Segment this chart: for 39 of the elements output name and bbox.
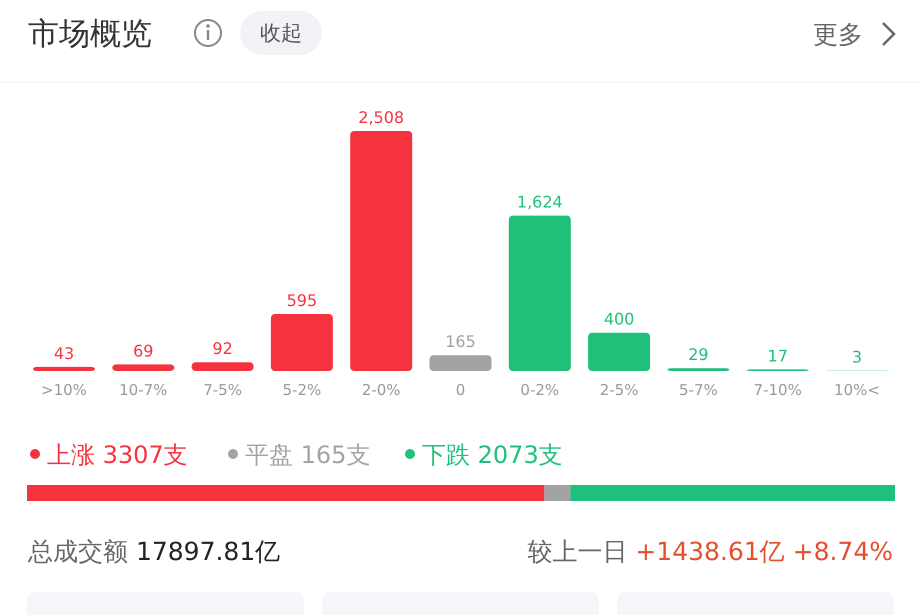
data-label: 400 bbox=[604, 310, 634, 329]
data-label: 69 bbox=[133, 341, 154, 360]
data-label: 29 bbox=[688, 345, 709, 364]
data-label: 92 bbox=[212, 339, 233, 358]
data-label: 595 bbox=[286, 291, 318, 310]
bar bbox=[270, 314, 333, 371]
bar bbox=[588, 332, 650, 371]
data-label: 43 bbox=[54, 344, 74, 363]
x-tick-label: >10% bbox=[41, 381, 87, 399]
chart-title: 市场概览 bbox=[28, 16, 152, 52]
legend-label: 下跌 2073支 bbox=[422, 441, 563, 469]
x-tick-label: 10%< bbox=[834, 381, 880, 399]
x-tick-label: 2-5% bbox=[600, 381, 638, 399]
data-label: 165 bbox=[445, 332, 476, 352]
x-tick-label: 0-2% bbox=[520, 381, 560, 399]
bar bbox=[192, 362, 254, 371]
text: 更多 bbox=[813, 20, 863, 49]
x-tick-label: 10-7% bbox=[119, 381, 168, 399]
data-label: 2,508 bbox=[358, 108, 404, 127]
data-label: 1,624 bbox=[516, 192, 563, 212]
bar bbox=[350, 131, 412, 371]
x-tick-label: 7-5% bbox=[203, 381, 242, 399]
legend-label: 平盘 165支 bbox=[245, 441, 370, 469]
bar bbox=[112, 364, 174, 371]
x-tick-label: 5-2% bbox=[282, 381, 322, 399]
bar bbox=[508, 216, 571, 371]
x-tick-label: 0 bbox=[456, 381, 466, 399]
text: 收起 bbox=[260, 21, 302, 45]
x-tick-label: 2-0% bbox=[362, 381, 401, 399]
legend-label: 上涨 3307支 bbox=[47, 441, 188, 469]
data-label: 3 bbox=[852, 348, 862, 367]
bar bbox=[33, 366, 95, 371]
x-tick-label: 7-10% bbox=[754, 381, 802, 399]
text: 较上一日 +1438.61亿 +8.74% bbox=[527, 537, 893, 566]
data-label: 17 bbox=[768, 346, 788, 366]
x-tick-label: 5-7% bbox=[679, 381, 718, 399]
text: 总成交额 17897.81亿 bbox=[27, 537, 280, 566]
bar bbox=[430, 355, 492, 371]
bar bbox=[667, 368, 730, 371]
